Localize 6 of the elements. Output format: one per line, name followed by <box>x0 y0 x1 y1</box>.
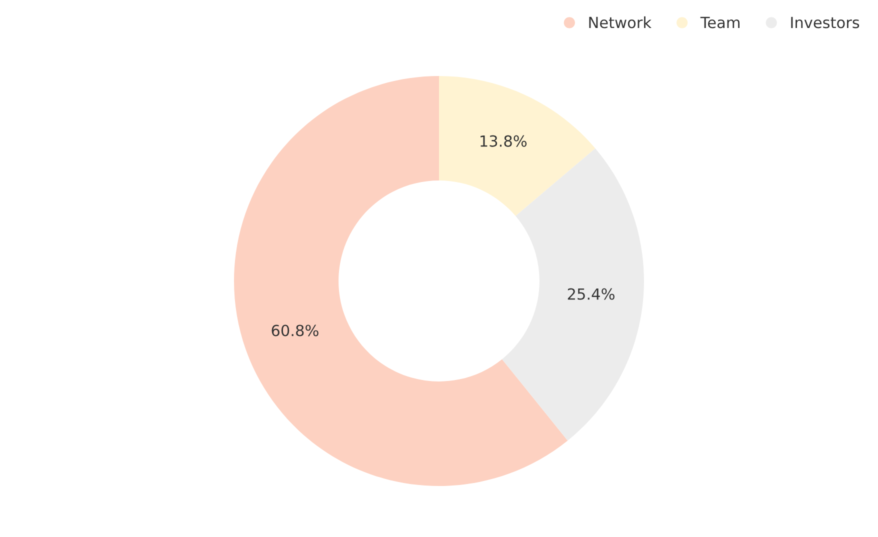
legend-label: Investors <box>791 16 860 28</box>
legend-label: Network <box>589 16 652 28</box>
data-label: 60.8% <box>272 324 318 336</box>
legend-label: Team <box>700 16 740 28</box>
data-label: 25.4% <box>568 288 614 300</box>
data-label: 13.8% <box>480 135 527 147</box>
